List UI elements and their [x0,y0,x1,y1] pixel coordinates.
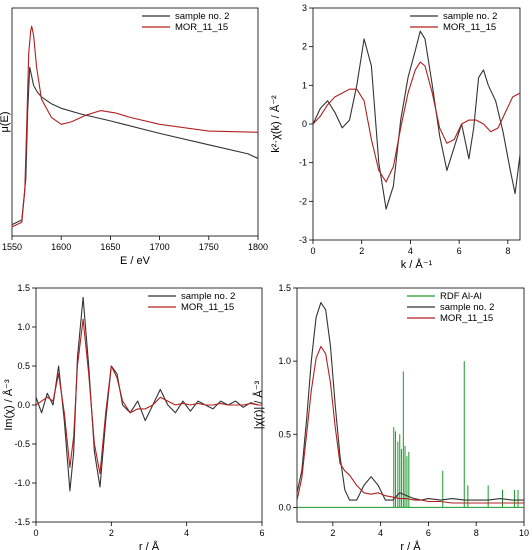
y-tick-label: -2 [299,196,307,206]
y-axis-label: Im(χ) / Å⁻³ [2,379,15,431]
plot-area [36,296,262,492]
chart-panel-3: 0 2 4 6 -1.5 -1.0 -0.5 0.0 0.5 1.0 1.5 r / Å Im(χ) /… [2,283,265,550]
x-axis-label: r / Å [400,540,421,550]
series-line [297,345,524,504]
series-line [36,296,262,492]
x-axis-label: k / Å⁻¹ [401,258,433,271]
y-tick-label: 1.5 [17,283,30,293]
x-tick-label: 0 [33,528,38,538]
y-tick-label: 0.0 [278,502,291,512]
plot-area [297,302,524,508]
x-tick-label: 1600 [51,242,71,252]
plot-frame [312,7,521,241]
y-tick-label: -1 [299,158,307,168]
x-tick-label: 6 [457,246,462,256]
y-axis-label: |χ(r)| / Å⁻³ [252,380,265,429]
x-tick-label: 1550 [2,242,22,252]
series-line [313,30,520,210]
x-tick-label: 1800 [248,242,268,252]
legend-label: MOR_11_15 [181,302,234,313]
chart-panel-2: 0 2 4 6 8 -3 -2 -1 0 1 2 3 k / Å⁻¹ k²·χ(k) / Å⁻² sampl… [269,3,521,271]
x-tick-label: 2 [109,528,114,538]
y-axis-label: μ(E) [0,111,11,132]
y-tick-label: 3 [302,3,307,13]
y-tick-label: 0.0 [17,400,30,410]
chart-panel-1: 1550 1600 1650 1700 1750 1800 E / eV μ(E) sample… [0,7,268,267]
y-tick-label: 1 [302,80,307,90]
x-axis-label: E / eV [120,255,151,267]
x-tick-label: 2 [359,246,364,256]
series-line [12,66,258,226]
plot-frame [11,7,259,237]
x-axis-label: r / Å [139,540,160,550]
y-tick-label: 1.0 [278,356,291,366]
plot-frame [296,287,525,523]
x-tick-label: 4 [184,528,189,538]
y-tick-label: 1.5 [278,283,291,293]
legend-label: MOR_11_15 [443,22,496,33]
legend-label: MOR_11_15 [440,313,493,324]
x-tick-label: 1650 [100,242,120,252]
x-tick-label: 10 [519,528,529,538]
x-tick-label: 1750 [199,242,219,252]
x-tick-label: 8 [505,246,510,256]
series-line [36,318,262,475]
plot-area [313,30,520,210]
legend-label: sample no. 2 [181,291,235,302]
y-axis-label: k²·χ(k) / Å⁻² [269,95,282,153]
y-tick-label: 0.5 [278,429,291,439]
x-tick-label: 4 [408,246,413,256]
legend-label: RDF Al-Al [440,291,482,302]
x-tick-label: 6 [259,528,264,538]
x-tick-label: 4 [378,528,383,538]
x-tick-label: 0 [310,246,315,256]
y-tick-label: 0.5 [17,361,30,371]
x-tick-label: 1700 [150,242,170,252]
plot-area [12,25,258,228]
series-line [297,302,524,501]
series-line [313,61,520,183]
y-tick-label: -1.5 [14,517,30,527]
y-tick-label: 1.0 [17,322,30,332]
x-tick-label: 8 [474,528,479,538]
series-line [12,25,258,228]
chart-panel-4: 2 4 6 8 10 0.0 0.5 1.0 1.5 r / Å |χ(r)| / Å⁻³ RDF A… [252,283,529,550]
y-tick-label: -0.5 [14,439,30,449]
legend-label: sample no. 2 [175,11,229,22]
y-tick-label: -1.0 [14,478,30,488]
x-tick-label: 6 [426,528,431,538]
x-tick-label: 2 [330,528,335,538]
legend-label: sample no. 2 [443,11,497,22]
y-tick-label: 2 [302,42,307,52]
y-tick-label: 0 [302,119,307,129]
y-tick-label: -3 [299,235,307,245]
legend-label: MOR_11_15 [175,22,228,33]
legend-label: sample no. 2 [440,302,494,313]
